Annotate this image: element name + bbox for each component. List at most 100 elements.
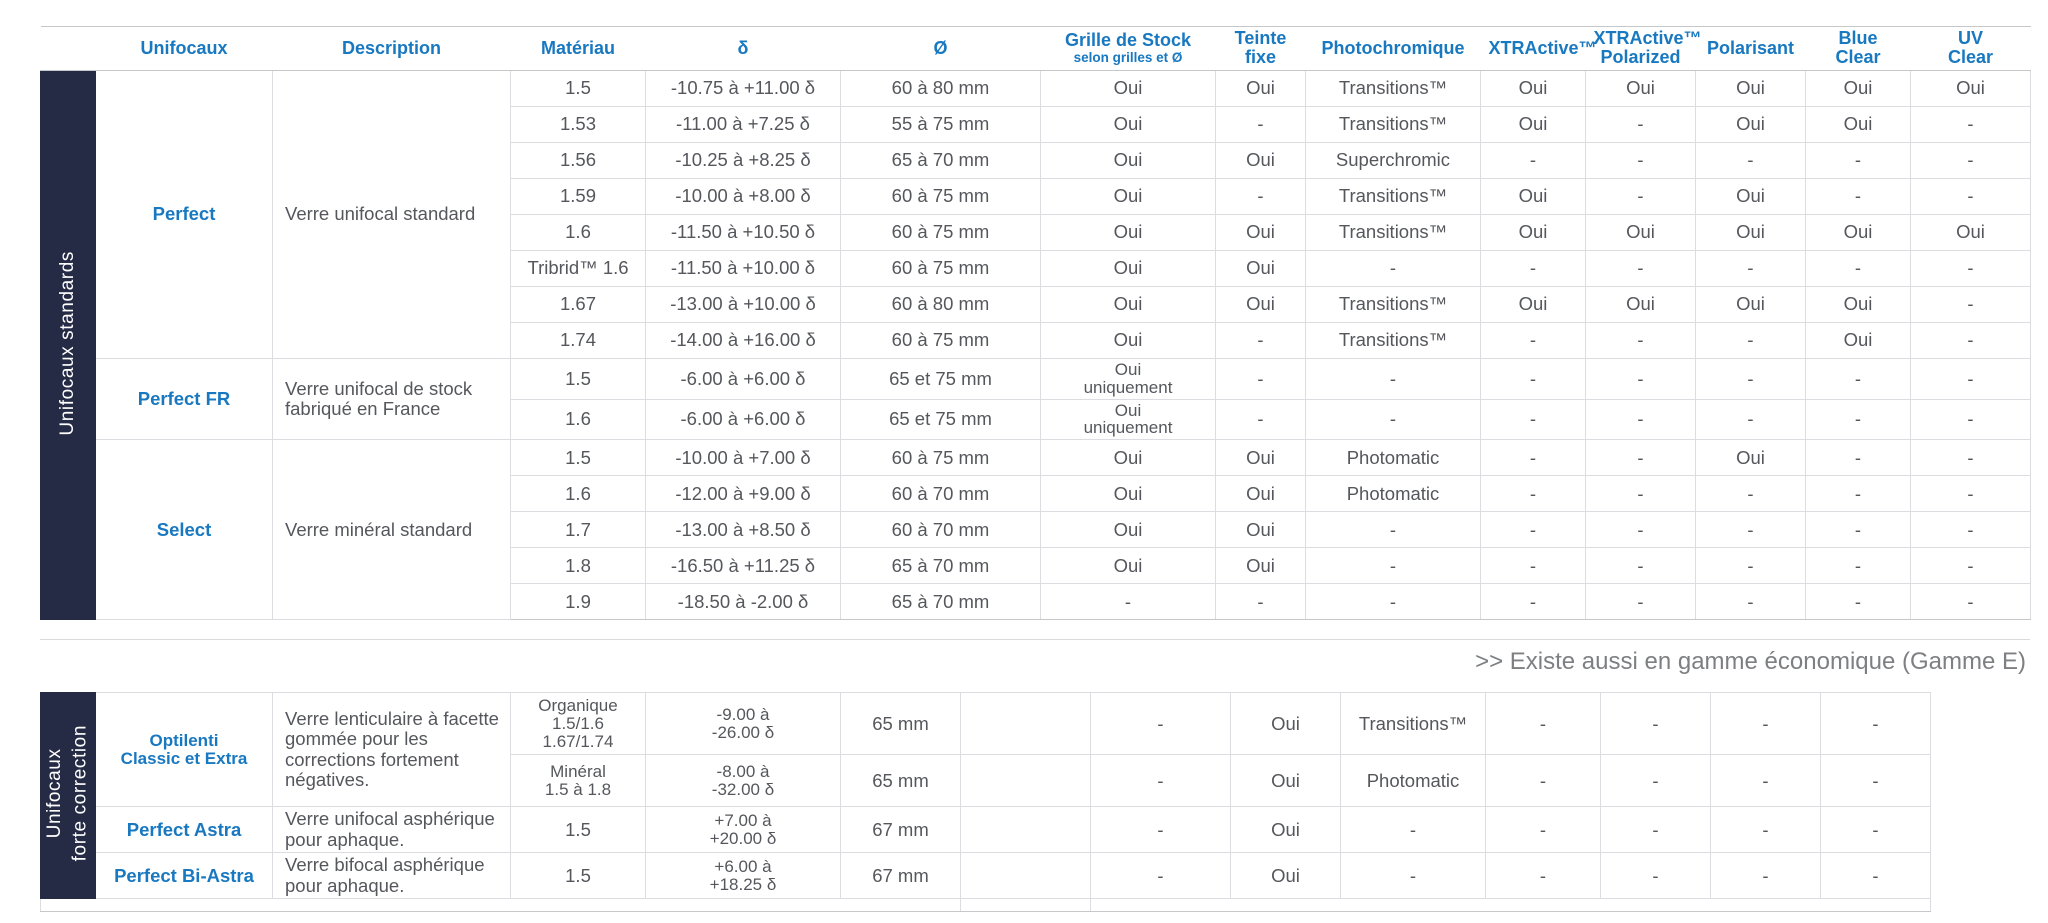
column-header-label: Blue Clear xyxy=(1835,28,1881,68)
cell-photo: - xyxy=(1305,357,1481,400)
cell-polarisant: - xyxy=(1695,141,1806,179)
column-header-label: Matériau xyxy=(540,37,616,58)
cell-xtractive_polarized: - xyxy=(1585,475,1696,513)
cell-xtractive_polarized: - xyxy=(1585,439,1696,477)
cell-grille: Oui xyxy=(1040,69,1216,107)
cell-polarisant: Oui xyxy=(1695,439,1806,477)
cell-delta: -6.00 à +6.00 δ xyxy=(645,357,841,400)
cell-xtractive_polarized: - xyxy=(1585,177,1696,215)
cell-xtractive_polarized: - xyxy=(1600,692,1711,756)
cell-polarisant: Oui xyxy=(1695,69,1806,107)
table-row: Unifocaux standards Perfect Verre unifocal… xyxy=(40,69,2031,621)
table-row: Unifocaux forte correction Optilenti Clas… xyxy=(40,692,1931,900)
cell-spacer xyxy=(960,692,1091,756)
cell-xtractive: Oui xyxy=(1480,213,1586,251)
cell-blue_clear: - xyxy=(1805,398,1911,441)
cell-polarisant: - xyxy=(1695,547,1806,585)
column-header: Ø xyxy=(840,26,1041,71)
product-name: Perfect xyxy=(95,69,273,359)
cell-teinte: Oui xyxy=(1230,754,1341,808)
cell-grille: Oui xyxy=(1040,511,1216,549)
cell-xtractive: - xyxy=(1480,141,1586,179)
cell-photo: Transitions™ xyxy=(1305,213,1481,251)
cell-diam: 60 à 75 mm xyxy=(840,249,1041,287)
cell-grille: Oui xyxy=(1040,249,1216,287)
cell-materiau: 1.9 xyxy=(510,583,646,621)
cell-polarisant: Oui xyxy=(1695,105,1806,143)
cell-materiau: 1.6 xyxy=(510,475,646,513)
cell-blue_clear: - xyxy=(1820,754,1931,808)
section-sidebar: Unifocaux forte correction xyxy=(40,692,96,900)
cell-delta: -14.00 à +16.00 δ xyxy=(645,321,841,359)
cell-polarisant: - xyxy=(1695,583,1806,621)
cell-delta: -16.50 à +11.25 δ xyxy=(645,547,841,585)
cell-delta: -11.50 à +10.00 δ xyxy=(645,249,841,287)
cell-photo: Superchromic xyxy=(1305,141,1481,179)
cell-diam: 67 mm xyxy=(840,806,961,854)
cell-xtractive: - xyxy=(1485,754,1601,808)
cell-diam: 60 à 75 mm xyxy=(840,439,1041,477)
cell-photo: Transitions™ xyxy=(1340,692,1486,756)
product-name: Perfect FR xyxy=(95,357,273,441)
cell-xtractive: - xyxy=(1480,357,1586,400)
product-description: Verre lenticulaire à facette gommée pour… xyxy=(272,692,511,808)
cell-photo: - xyxy=(1305,511,1481,549)
section-label: Unifocaux standards xyxy=(57,250,79,436)
cell-materiau: 1.6 xyxy=(510,213,646,251)
cell-diam: 65 à 70 mm xyxy=(840,583,1041,621)
cell-teinte: - xyxy=(1215,321,1306,359)
cell-uv_clear: - xyxy=(1910,398,2031,441)
cell-blue_clear: - xyxy=(1805,439,1911,477)
column-header: XTRActive™ Polarized xyxy=(1585,26,1702,71)
cell-diam: 65 et 75 mm xyxy=(840,398,1041,441)
cell-diam: 60 à 75 mm xyxy=(840,321,1041,359)
cell-xtractive: Oui xyxy=(1480,177,1586,215)
cell-diam: 55 à 75 mm xyxy=(840,105,1041,143)
cell-grille: - xyxy=(1040,583,1216,621)
cell-teinte: Oui xyxy=(1215,249,1306,287)
unifocaux-standards-table: Unifocaux Description Matériau δ Ø Grille de … xyxy=(40,26,2031,621)
column-header: Grille de Stock selon grilles et Ø xyxy=(1040,26,1216,71)
table-row: 1.6 -6.00 à +6.00 δ 65 et 75 mm Oui uniquem… xyxy=(41,398,2031,441)
cell-delta: -6.00 à +6.00 δ xyxy=(645,398,841,441)
cell-grille: Oui xyxy=(1040,105,1216,143)
cell-grille: Oui xyxy=(1040,141,1216,179)
cell-teinte: Oui xyxy=(1215,285,1306,323)
cell-grille: Oui xyxy=(1040,475,1216,513)
cell-uv_clear: - xyxy=(1910,439,2031,477)
cell-xtractive: - xyxy=(1480,511,1586,549)
table-row: Select Verre minéral standard 1.5 -10.00 à … xyxy=(41,439,2031,621)
cell-photo: - xyxy=(1305,398,1481,441)
cell-grille: Oui xyxy=(1040,439,1216,477)
cell-diam: 65 mm xyxy=(840,754,961,808)
cell-grille: - xyxy=(1090,806,1231,854)
cell-uv_clear: - xyxy=(1910,583,2031,621)
cell-teinte: Oui xyxy=(1215,511,1306,549)
cell-photo: - xyxy=(1305,547,1481,585)
cell-uv_clear: - xyxy=(1910,285,2031,323)
cell-teinte: - xyxy=(1215,177,1306,215)
cell-photo: - xyxy=(1340,806,1486,854)
cell-teinte: Oui xyxy=(1215,141,1306,179)
cell-teinte: Oui xyxy=(1215,439,1306,477)
cell-blue_clear: Oui xyxy=(1805,69,1911,107)
cell-polarisant: - xyxy=(1710,806,1821,854)
cell-xtractive_polarized: - xyxy=(1600,852,1711,900)
cell-blue_clear: - xyxy=(1820,852,1931,900)
section-divider xyxy=(40,639,2030,641)
cell-materiau: 1.5 xyxy=(510,806,646,854)
column-header: UV Clear xyxy=(1910,26,2031,71)
column-header: Teinte fixe xyxy=(1215,26,1306,71)
product-description: Verre unifocal standard xyxy=(272,69,511,359)
cell-xtractive_polarized: - xyxy=(1585,249,1696,287)
cell-diam: 65 à 70 mm xyxy=(840,141,1041,179)
section-label: Unifocaux forte correction xyxy=(44,725,91,862)
cell-polarisant: - xyxy=(1710,754,1821,808)
cell-teinte: Oui xyxy=(1215,547,1306,585)
cell-blue_clear: Oui xyxy=(1805,285,1911,323)
cell-teinte: Oui xyxy=(1215,213,1306,251)
cell-diam: 60 à 75 mm xyxy=(840,213,1041,251)
cell-delta: +6.00 à +18.25 δ xyxy=(645,852,841,900)
product-name: Perfect Astra xyxy=(95,806,273,854)
table-row: Minéral 1.5 à 1.8 -8.00 à -32.00 δ 65 mm - O… xyxy=(41,754,1931,808)
